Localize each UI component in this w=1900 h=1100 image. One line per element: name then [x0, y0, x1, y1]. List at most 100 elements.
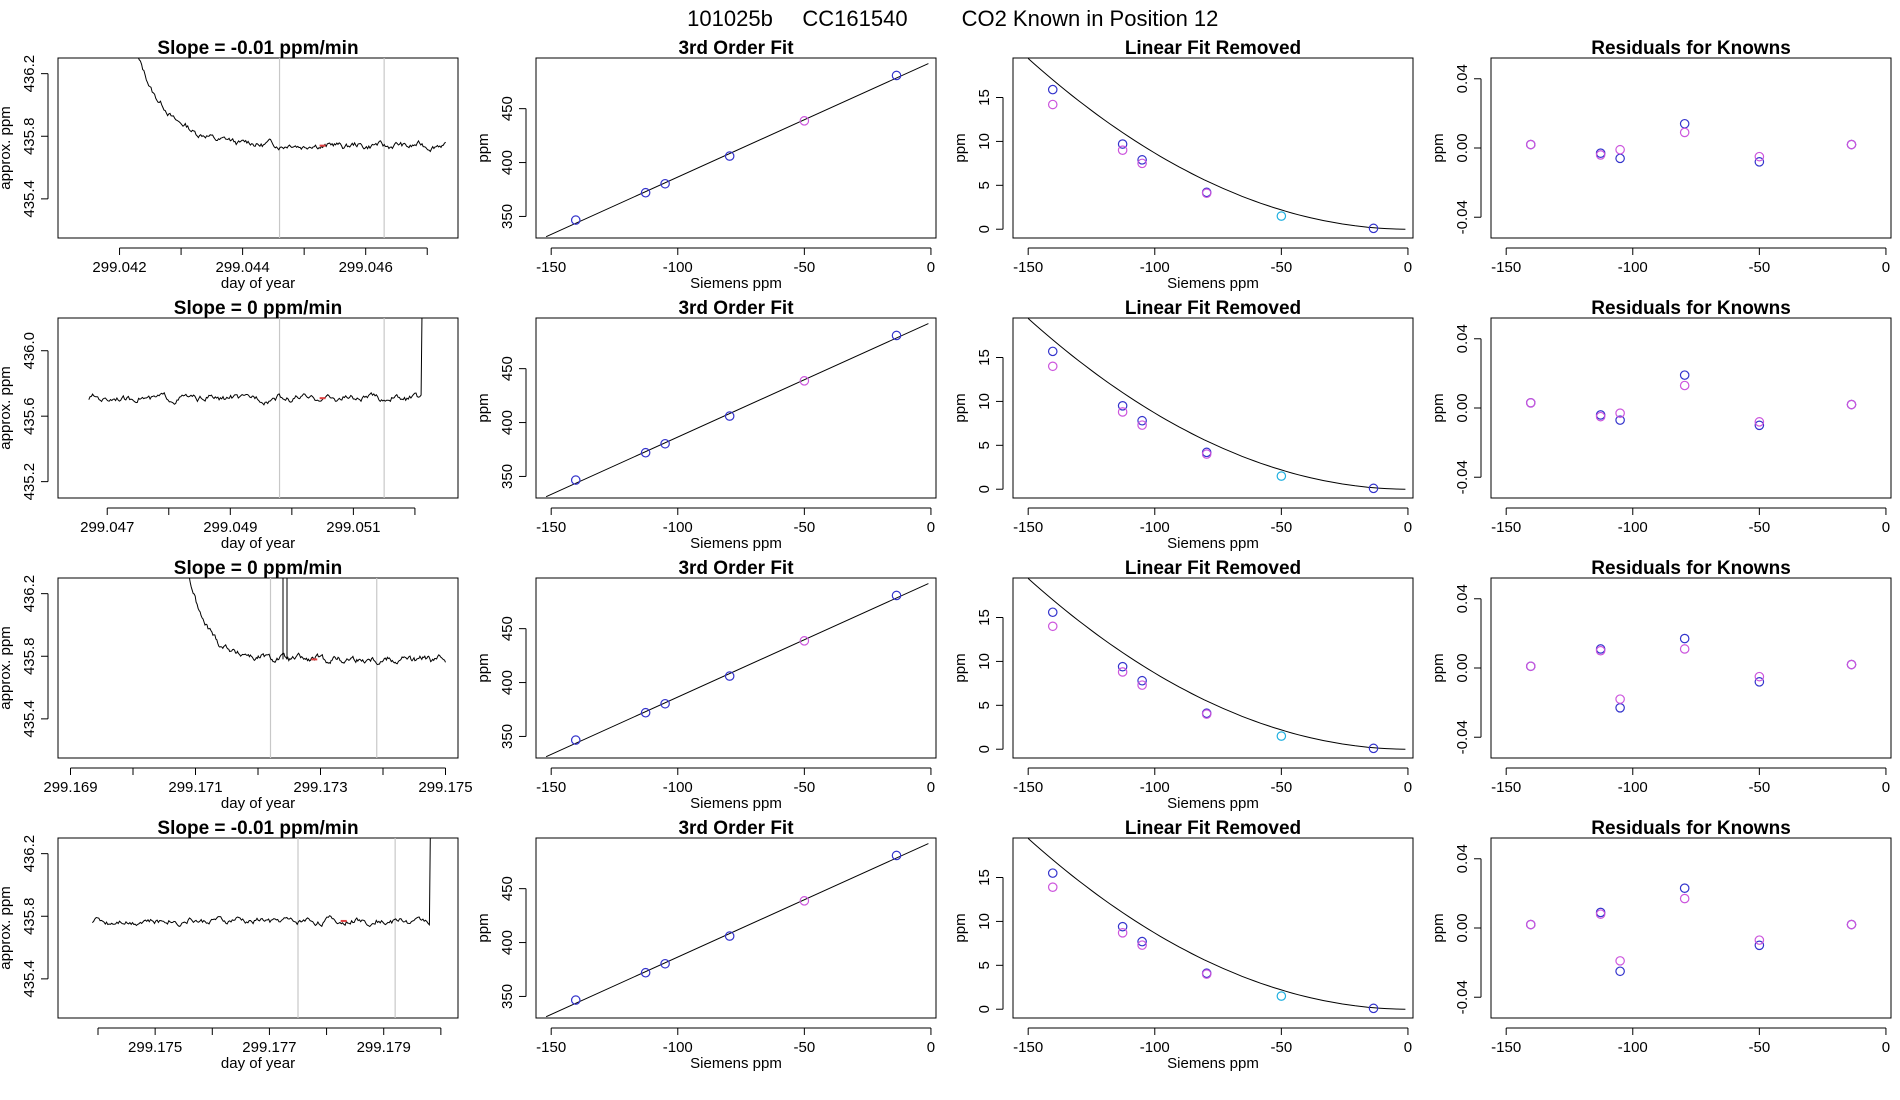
y-tick-label: 435.8 [21, 637, 38, 675]
plot-frame [1012, 837, 1414, 1019]
x-tick-label: -50 [1749, 1039, 1771, 1056]
x-axis-label: Siemens ppm [690, 275, 782, 292]
y-tick-label: 450 [499, 876, 516, 901]
data-point [1276, 211, 1287, 221]
figure-title-run-id: 101025b [687, 6, 773, 31]
y-tick-label: 0.04 [1454, 64, 1471, 93]
data-point [1679, 633, 1690, 644]
plot-frame [535, 837, 937, 1019]
x-tick-label: -100 [1618, 779, 1648, 796]
y-axis-label: approx. ppm [0, 366, 14, 449]
data-point [724, 411, 735, 421]
data-point [1754, 420, 1765, 431]
data-point [891, 590, 902, 601]
data-point [1754, 940, 1765, 951]
data-point [640, 707, 651, 718]
y-tick-label: 5 [976, 441, 993, 449]
data-point [1525, 139, 1536, 150]
x-tick-label: 0 [927, 519, 935, 536]
y-tick-label: 15 [976, 349, 993, 366]
data-point [1615, 703, 1625, 713]
panel-title: 3rd Order Fit [678, 558, 794, 579]
data-point [640, 447, 651, 458]
data-point [1595, 645, 1606, 656]
panel-title: 3rd Order Fit [678, 38, 794, 59]
x-tick-label: -150 [536, 519, 566, 536]
x-axis-label: day of year [221, 275, 295, 292]
x-tick-label: -100 [1618, 259, 1648, 276]
panel-title: Slope = 0 ppm/min [174, 558, 342, 579]
x-tick-label: 299.046 [339, 259, 393, 276]
x-axis-label: Siemens ppm [690, 1055, 782, 1072]
y-tick-label: 435.2 [21, 463, 38, 501]
y-tick-label: 0.00 [1454, 393, 1471, 422]
panel-title: Residuals for Knowns [1591, 298, 1791, 319]
plot-frame [535, 317, 937, 499]
y-axis-label: ppm [1430, 393, 1447, 422]
data-point [1201, 709, 1212, 719]
data-point [799, 116, 810, 126]
x-axis-label: day of year [221, 535, 295, 552]
x-tick-label: 0 [1882, 519, 1890, 536]
x-tick-label: -150 [536, 259, 566, 276]
panel-title: Linear Fit Removed [1125, 38, 1301, 59]
panel-fit-row-3: 3rd Order Fit -150 -100 -50 0 Siemens ppm 350 4… [475, 558, 937, 812]
y-tick-label: 450 [499, 356, 516, 381]
y-axis-label: ppm [952, 913, 969, 942]
data-point [724, 931, 735, 941]
y-axis-label: ppm [952, 133, 969, 162]
data-point [1679, 118, 1690, 129]
x-tick-label: -100 [1140, 1039, 1170, 1056]
fit-curve [1027, 578, 1406, 750]
plot-frame [1490, 837, 1892, 1019]
x-tick-label: -50 [794, 519, 816, 536]
data-point [1201, 188, 1212, 199]
plot-frame [57, 577, 459, 759]
x-tick-label: 0 [1404, 779, 1412, 796]
plot-frame [57, 317, 459, 499]
x-tick-label: 0 [927, 779, 935, 796]
data-layer [1027, 838, 1406, 1014]
data-point [1276, 471, 1287, 481]
data-point [1047, 346, 1058, 357]
panel-resid-row-1: Residuals for Knowns -150 -100 -50 0 -0.04 0.0… [1430, 38, 1892, 276]
x-axis-label: day of year [221, 1055, 295, 1072]
x-axis-label: Siemens ppm [1167, 275, 1259, 292]
panel-fit-row-2: 3rd Order Fit -150 -100 -50 0 Siemens ppm 350 4… [475, 298, 937, 552]
x-tick-label: -50 [794, 1039, 816, 1056]
data-layer [1027, 578, 1406, 754]
fit-curve [1027, 838, 1406, 1010]
data-point [799, 376, 810, 386]
data-layer [188, 578, 446, 758]
data-point [1754, 151, 1765, 162]
data-point [1754, 935, 1765, 945]
y-tick-label: 435.4 [21, 960, 38, 998]
y-tick-label: -0.04 [1454, 980, 1471, 1014]
y-tick-label: 435.4 [21, 180, 38, 218]
data-point [1368, 223, 1379, 234]
data-layer [545, 843, 929, 1018]
concentration-trace [88, 318, 423, 406]
y-tick-label: 10 [976, 913, 993, 930]
panel-linres-row-1: Linear Fit Removed -150 -100 -50 0 Siemens pp… [952, 38, 1414, 292]
panel-title: Slope = -0.01 ppm/min [157, 818, 358, 839]
x-tick-label: 299.175 [418, 779, 472, 796]
y-tick-label: -0.04 [1454, 720, 1471, 754]
data-point [1047, 621, 1058, 632]
x-tick-label: -150 [1013, 519, 1043, 536]
data-layer [545, 323, 929, 498]
panel-title: Slope = -0.01 ppm/min [157, 38, 358, 59]
data-point [1754, 157, 1765, 167]
data-layer [1525, 118, 1857, 167]
data-point [724, 671, 735, 681]
y-tick-label: 400 [499, 150, 516, 175]
y-tick-label: 10 [976, 393, 993, 410]
x-tick-label: 0 [1882, 1039, 1890, 1056]
data-point [1276, 991, 1287, 1001]
data-layer [137, 58, 446, 238]
x-tick-label: 299.044 [215, 259, 269, 276]
fit-line [545, 843, 929, 1018]
panel-title: 3rd Order Fit [678, 298, 794, 319]
data-point [799, 636, 810, 646]
